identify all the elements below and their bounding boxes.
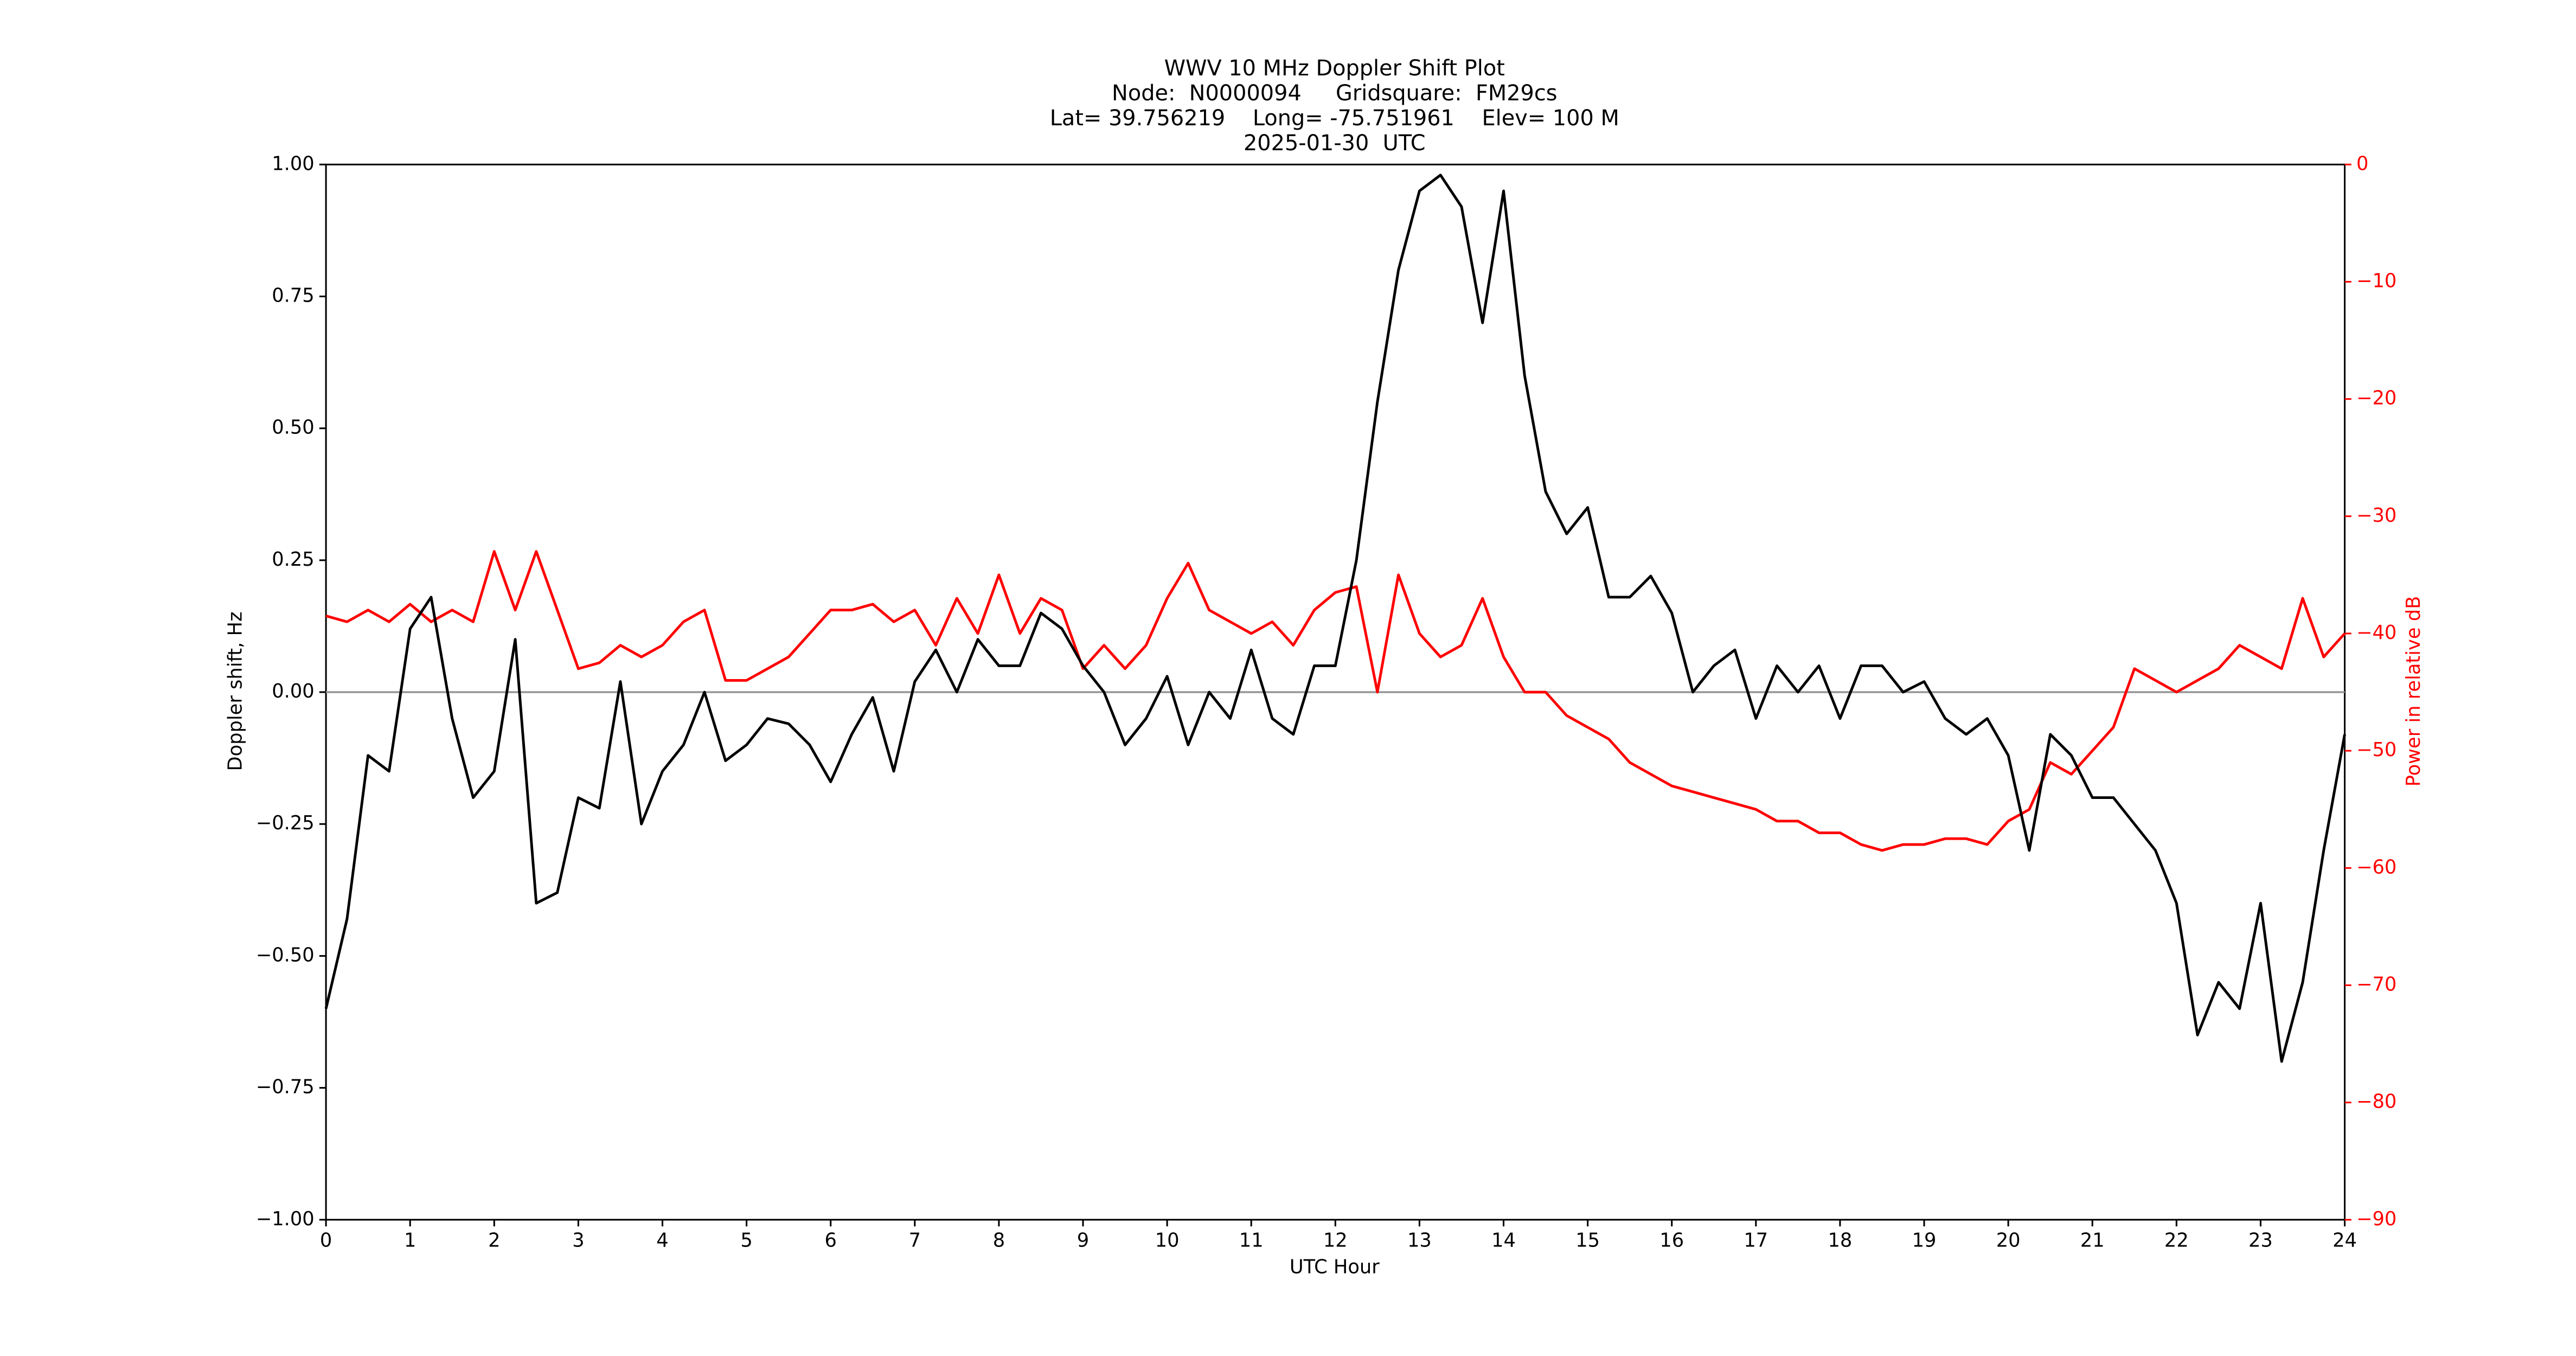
y2-tick-label: −90 (2356, 1208, 2396, 1230)
series-line (325, 550, 2346, 852)
chart-title: Node: N0000094 Gridsquare: FM29cs (1112, 81, 1557, 106)
chart-title: 2025-01-30 UTC (1244, 131, 1426, 156)
x-tick-label: 9 (1077, 1230, 1089, 1252)
y2-tick-label: −80 (2356, 1091, 2396, 1113)
x-tick-label: 4 (656, 1230, 668, 1252)
x-tick-label: 1 (404, 1230, 416, 1252)
y2-tick-label: 0 (2356, 152, 2368, 175)
x-tick-label: 23 (2248, 1230, 2273, 1252)
y-tick-label: 1.00 (272, 152, 314, 175)
x-tick-label: 13 (1407, 1230, 1432, 1252)
x-tick-label: 10 (1155, 1230, 1180, 1252)
y-tick-label: 0.75 (272, 284, 314, 306)
x-tick-label: 21 (2080, 1230, 2105, 1252)
x-tick-label: 3 (572, 1230, 584, 1252)
y-tick-label: −1.00 (256, 1208, 315, 1230)
y2-tick-label: −40 (2356, 622, 2396, 644)
x-tick-label: 14 (1491, 1230, 1516, 1252)
y-tick-label: 0.50 (272, 417, 314, 439)
y2-tick-label: −20 (2356, 387, 2396, 410)
x-tick-label: 7 (909, 1230, 921, 1252)
y-tick-label: −0.75 (256, 1076, 315, 1098)
x-tick-label: 19 (1912, 1230, 1937, 1252)
x-tick-label: 0 (320, 1230, 332, 1252)
y-tick-label: 0.25 (272, 548, 314, 571)
x-tick-label: 16 (1659, 1230, 1684, 1252)
x-tick-label: 22 (2164, 1230, 2189, 1252)
y2-tick-label: −50 (2356, 739, 2396, 761)
y-axis-label: Doppler shift, Hz (225, 612, 247, 771)
y2-tick-label: −70 (2356, 973, 2396, 995)
y2-tick-label: −30 (2356, 504, 2396, 527)
y2-tick-label: −10 (2356, 270, 2396, 292)
x-tick-label: 6 (824, 1230, 836, 1252)
x-tick-label: 2 (488, 1230, 500, 1252)
y-tick-label: −0.25 (256, 812, 315, 834)
chart-title: Lat= 39.756219 Long= -75.751961 Elev= 10… (1050, 106, 1619, 131)
y-tick-label: −0.50 (256, 944, 315, 966)
x-tick-label: 5 (740, 1230, 752, 1252)
y-tick-label: 0.00 (272, 680, 314, 702)
x-tick-label: 20 (1996, 1230, 2021, 1252)
chart-title: WWV 10 MHz Doppler Shift Plot (1164, 56, 1505, 81)
x-tick-label: 11 (1239, 1230, 1264, 1252)
y2-axis-label: Power in relative dB (2402, 596, 2425, 787)
x-tick-label: 15 (1575, 1230, 1600, 1252)
x-tick-label: 18 (1828, 1230, 1853, 1252)
x-tick-label: 12 (1323, 1230, 1348, 1252)
x-axis-label: UTC Hour (1290, 1256, 1380, 1278)
x-tick-label: 17 (1744, 1230, 1768, 1252)
series-line (324, 174, 2346, 1063)
x-tick-label: 8 (993, 1230, 1005, 1252)
x-tick-label: 24 (2333, 1230, 2357, 1252)
y2-tick-label: −60 (2356, 856, 2396, 878)
